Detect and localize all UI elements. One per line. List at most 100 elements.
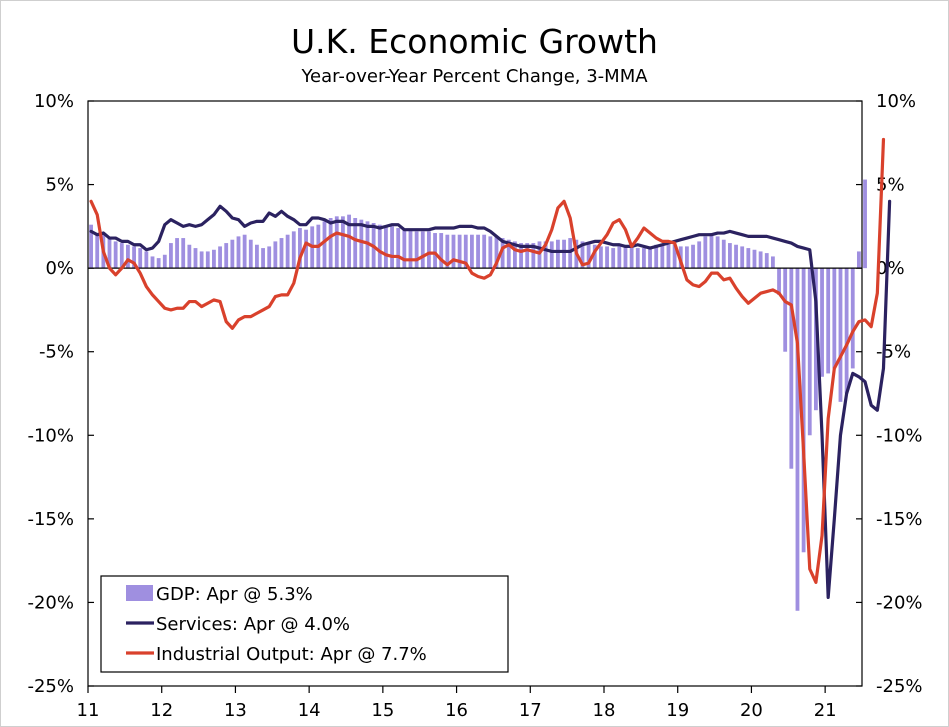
- gdp-bar: [445, 234, 450, 269]
- x-tick-label: 18: [593, 700, 616, 721]
- gdp-bar: [844, 268, 849, 394]
- gdp-bar: [500, 238, 505, 269]
- gdp-bar: [709, 233, 714, 269]
- gdp-bar: [721, 239, 726, 269]
- gdp-bar: [801, 268, 806, 553]
- gdp-bar: [433, 233, 437, 269]
- gdp-bar: [205, 251, 210, 269]
- gdp-bar: [642, 248, 646, 269]
- gdp-bar: [549, 241, 554, 269]
- gdp-bar: [531, 243, 536, 269]
- gdp-bar: [623, 246, 628, 269]
- gdp-bar: [562, 239, 566, 269]
- gdp-bar: [691, 244, 695, 269]
- gdp-bar: [513, 241, 517, 269]
- gdp-bar: [126, 244, 130, 269]
- gdp-bar: [199, 251, 204, 269]
- gdp-bar: [212, 249, 216, 269]
- gdp-bar: [156, 258, 161, 269]
- y-tick-label-left: -25%: [27, 676, 74, 697]
- gdp-bar: [328, 218, 333, 269]
- gdp-bar: [599, 246, 603, 269]
- y-tick-label-right: -15%: [876, 509, 923, 530]
- gdp-bar: [439, 233, 444, 269]
- gdp-bar: [814, 268, 818, 411]
- industrial-line: [89, 137, 886, 584]
- gdp-bar: [850, 268, 855, 369]
- gdp-bar: [89, 224, 93, 269]
- gdp-bar: [285, 234, 290, 269]
- chart-axes: 10% 10%5% 5%0% 0%-5% -5%-10% -10%-15% -15%-20%…: [27, 91, 922, 721]
- gdp-bar: [783, 268, 788, 352]
- gdp-bar: [556, 239, 560, 269]
- gdp-bar: [838, 268, 843, 402]
- chart-title: U.K. Economic Growth: [291, 22, 658, 61]
- gdp-bar: [771, 256, 775, 269]
- gdp-bar: [537, 241, 542, 269]
- gdp-bar: [482, 234, 487, 269]
- gdp-bar: [218, 246, 222, 269]
- gdp-bar: [832, 268, 837, 369]
- gdp-bar: [697, 241, 702, 269]
- gdp-bars: [89, 179, 867, 611]
- y-tick-label-right: -25%: [876, 676, 923, 697]
- gdp-bar: [224, 243, 229, 269]
- gdp-bar: [605, 246, 609, 269]
- gdp-bar: [132, 246, 136, 269]
- gdp-bar: [795, 268, 800, 611]
- legend-label-services: Services: Apr @ 4.0%: [156, 614, 350, 635]
- x-tick-label: 15: [371, 700, 394, 721]
- gdp-bar: [341, 216, 345, 269]
- gdp-bar: [592, 244, 597, 269]
- gdp-bar: [377, 224, 382, 269]
- gdp-bar: [746, 248, 751, 269]
- gdp-bar: [672, 244, 677, 269]
- services-line: [89, 199, 892, 600]
- gdp-bar: [451, 234, 456, 269]
- y-tick-label-right: -20%: [876, 592, 923, 613]
- plot-area: [87, 100, 863, 687]
- gdp-bar: [476, 234, 480, 269]
- gdp-bar: [617, 246, 622, 269]
- gdp-bar: [113, 241, 118, 269]
- gdp-bar: [519, 243, 523, 269]
- gdp-bar: [470, 234, 474, 269]
- gdp-bar: [95, 233, 100, 269]
- x-tick-label: 21: [814, 700, 837, 721]
- gdp-bar: [629, 246, 634, 269]
- gdp-bar: [789, 268, 794, 469]
- gdp-bar: [390, 226, 394, 269]
- gdp-bar: [261, 248, 265, 269]
- gdp-bar: [353, 218, 358, 269]
- gdp-bar: [322, 221, 327, 269]
- y-tick-label-left: -15%: [27, 509, 74, 530]
- gdp-bar: [685, 246, 689, 269]
- gdp-bar: [863, 179, 867, 269]
- gdp-bar: [734, 244, 738, 269]
- gdp-bar: [255, 244, 259, 269]
- gdp-bar: [298, 228, 302, 269]
- gdp-bar: [666, 244, 671, 269]
- gdp-bar: [162, 254, 167, 269]
- y-tick-label-left: -20%: [27, 592, 74, 613]
- gdp-bar: [279, 238, 284, 269]
- gdp-bar: [193, 248, 198, 269]
- gdp-bar: [764, 253, 769, 269]
- gdp-bar: [820, 268, 824, 377]
- gdp-bar: [334, 216, 339, 269]
- chart-lines: [89, 137, 892, 600]
- gdp-bar: [586, 243, 591, 269]
- gdp-bar: [291, 231, 296, 269]
- gdp-bar: [169, 243, 173, 269]
- y-tick-label-left: 10%: [34, 91, 74, 112]
- legend-box: [100, 575, 509, 673]
- gdp-bar: [396, 228, 401, 269]
- gdp-bar: [525, 243, 530, 269]
- gdp-bar: [402, 229, 407, 269]
- gdp-bar: [611, 248, 616, 269]
- y-tick-label-left: -10%: [27, 425, 74, 446]
- gdp-bar: [856, 251, 861, 269]
- gdp-bar: [230, 239, 235, 269]
- gdp-bar: [304, 229, 308, 269]
- x-tick-label: 12: [150, 700, 173, 721]
